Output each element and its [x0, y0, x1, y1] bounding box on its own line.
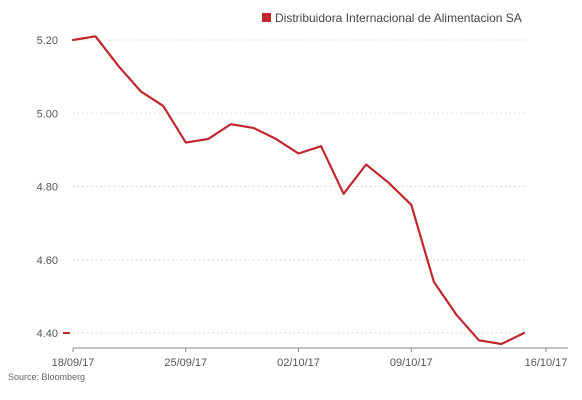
- y-axis-ticks: 5.20 5.00 4.80 4.60 4.40: [37, 35, 58, 340]
- source-note: Source: Bloomberg: [8, 372, 86, 382]
- gridlines: [73, 39, 528, 334]
- legend-label: Distribuidora Internacional de Alimentac…: [275, 11, 522, 25]
- y-tick-label: 4.40: [37, 328, 58, 340]
- series-marker-stub: [63, 332, 70, 334]
- legend-swatch: [262, 13, 271, 22]
- x-tick-label: 16/10/17: [525, 357, 568, 369]
- y-tick-label: 4.60: [37, 255, 58, 267]
- series-line: [71, 35, 526, 346]
- y-tick-label: 4.80: [37, 182, 58, 194]
- x-tick-label: 25/09/17: [164, 357, 207, 369]
- series-group: [63, 35, 526, 346]
- x-tick-label: 18/09/17: [52, 357, 95, 369]
- x-axis-ticks: 18/09/17 25/09/17 02/10/17 09/10/17 16/10/17: [52, 348, 568, 369]
- legend: Distribuidora Internacional de Alimentac…: [262, 11, 522, 25]
- y-tick-label: 5.00: [37, 108, 58, 120]
- y-tick-label: 5.20: [37, 35, 58, 47]
- x-tick-label: 09/10/17: [390, 357, 433, 369]
- x-tick-label: 02/10/17: [277, 357, 320, 369]
